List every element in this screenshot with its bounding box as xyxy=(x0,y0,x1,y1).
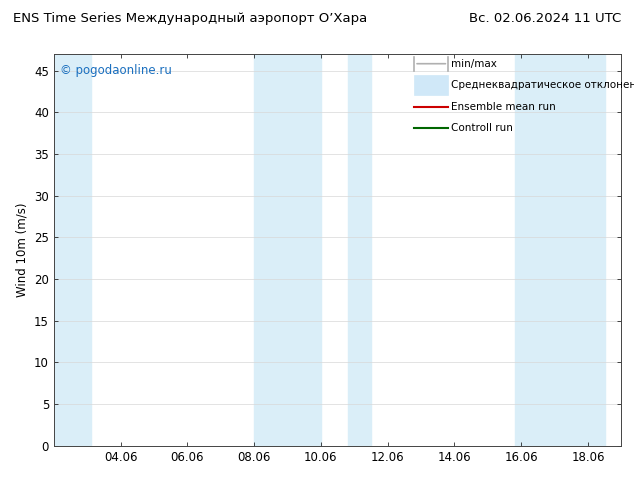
Text: Controll run: Controll run xyxy=(451,123,513,133)
Bar xyxy=(254,54,321,446)
Text: Вс. 02.06.2024 11 UTC: Вс. 02.06.2024 11 UTC xyxy=(469,12,621,25)
Bar xyxy=(515,54,605,446)
Text: Ensemble mean run: Ensemble mean run xyxy=(451,102,556,112)
Text: © pogodaonline.ru: © pogodaonline.ru xyxy=(60,64,171,77)
Text: Среднеквадратическое отклонение: Среднеквадратическое отклонение xyxy=(451,80,634,90)
Text: ENS Time Series Международный аэропорт O’Хара: ENS Time Series Международный аэропорт O… xyxy=(13,12,367,25)
Bar xyxy=(347,54,371,446)
Text: min/max: min/max xyxy=(451,59,497,69)
Y-axis label: Wind 10m (m/s): Wind 10m (m/s) xyxy=(16,203,29,297)
Bar xyxy=(54,54,91,446)
Bar xyxy=(414,75,448,95)
